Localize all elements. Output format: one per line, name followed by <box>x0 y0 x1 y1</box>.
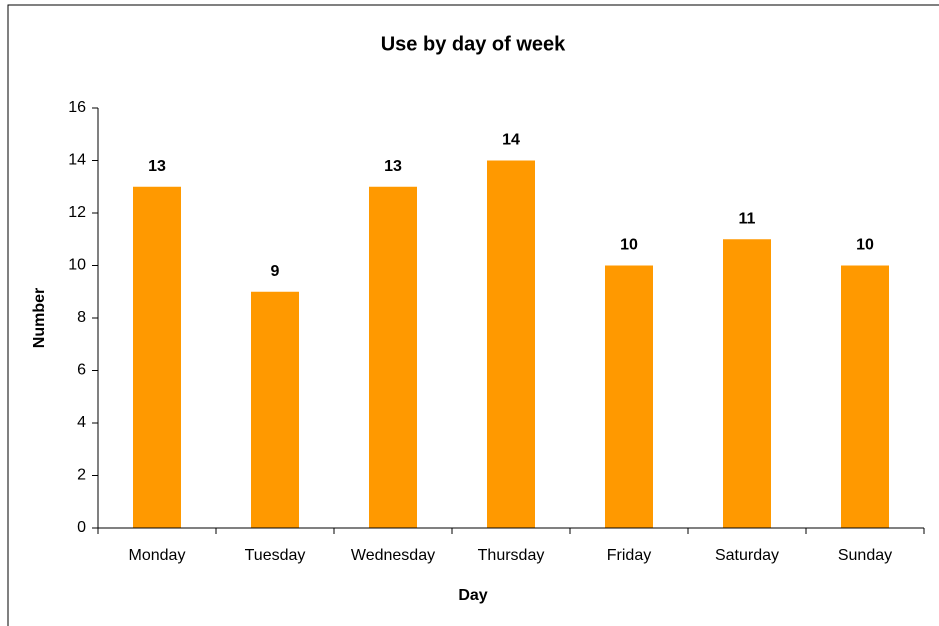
x-tick-label: Thursday <box>478 547 545 564</box>
x-tick-label: Sunday <box>838 547 892 564</box>
x-axis-title: Day <box>458 587 487 604</box>
y-tick-label: 12 <box>68 204 86 221</box>
y-tick-label: 4 <box>77 414 86 431</box>
bar <box>605 265 653 528</box>
data-label: 11 <box>739 210 756 227</box>
data-label: 13 <box>384 158 402 175</box>
x-tick-label: Tuesday <box>245 547 306 564</box>
bar <box>369 186 417 528</box>
data-label: 10 <box>620 237 638 254</box>
data-label: 13 <box>148 158 166 175</box>
x-tick-label: Monday <box>129 547 186 564</box>
bar <box>133 186 181 528</box>
bar <box>487 160 535 528</box>
chart-frame <box>7 4 939 626</box>
chart-title: Use by day of week <box>381 33 566 55</box>
y-tick-label: 14 <box>68 152 86 169</box>
x-tick-label: Wednesday <box>351 547 435 564</box>
y-tick-label: 6 <box>77 362 86 379</box>
data-label: 14 <box>502 132 520 149</box>
y-tick-label: 10 <box>68 257 86 274</box>
bar <box>841 265 889 528</box>
y-tick-label: 8 <box>77 309 86 326</box>
bar <box>251 291 299 528</box>
data-label: 9 <box>271 263 280 280</box>
y-tick-label: 0 <box>77 519 86 536</box>
x-tick-label: Saturday <box>715 547 779 564</box>
data-label: 10 <box>856 237 874 254</box>
y-axis-title: Number <box>31 288 48 348</box>
y-tick-label: 16 <box>68 99 86 116</box>
bar <box>723 239 771 528</box>
x-tick-label: Friday <box>607 547 651 564</box>
y-tick-label: 2 <box>77 467 86 484</box>
